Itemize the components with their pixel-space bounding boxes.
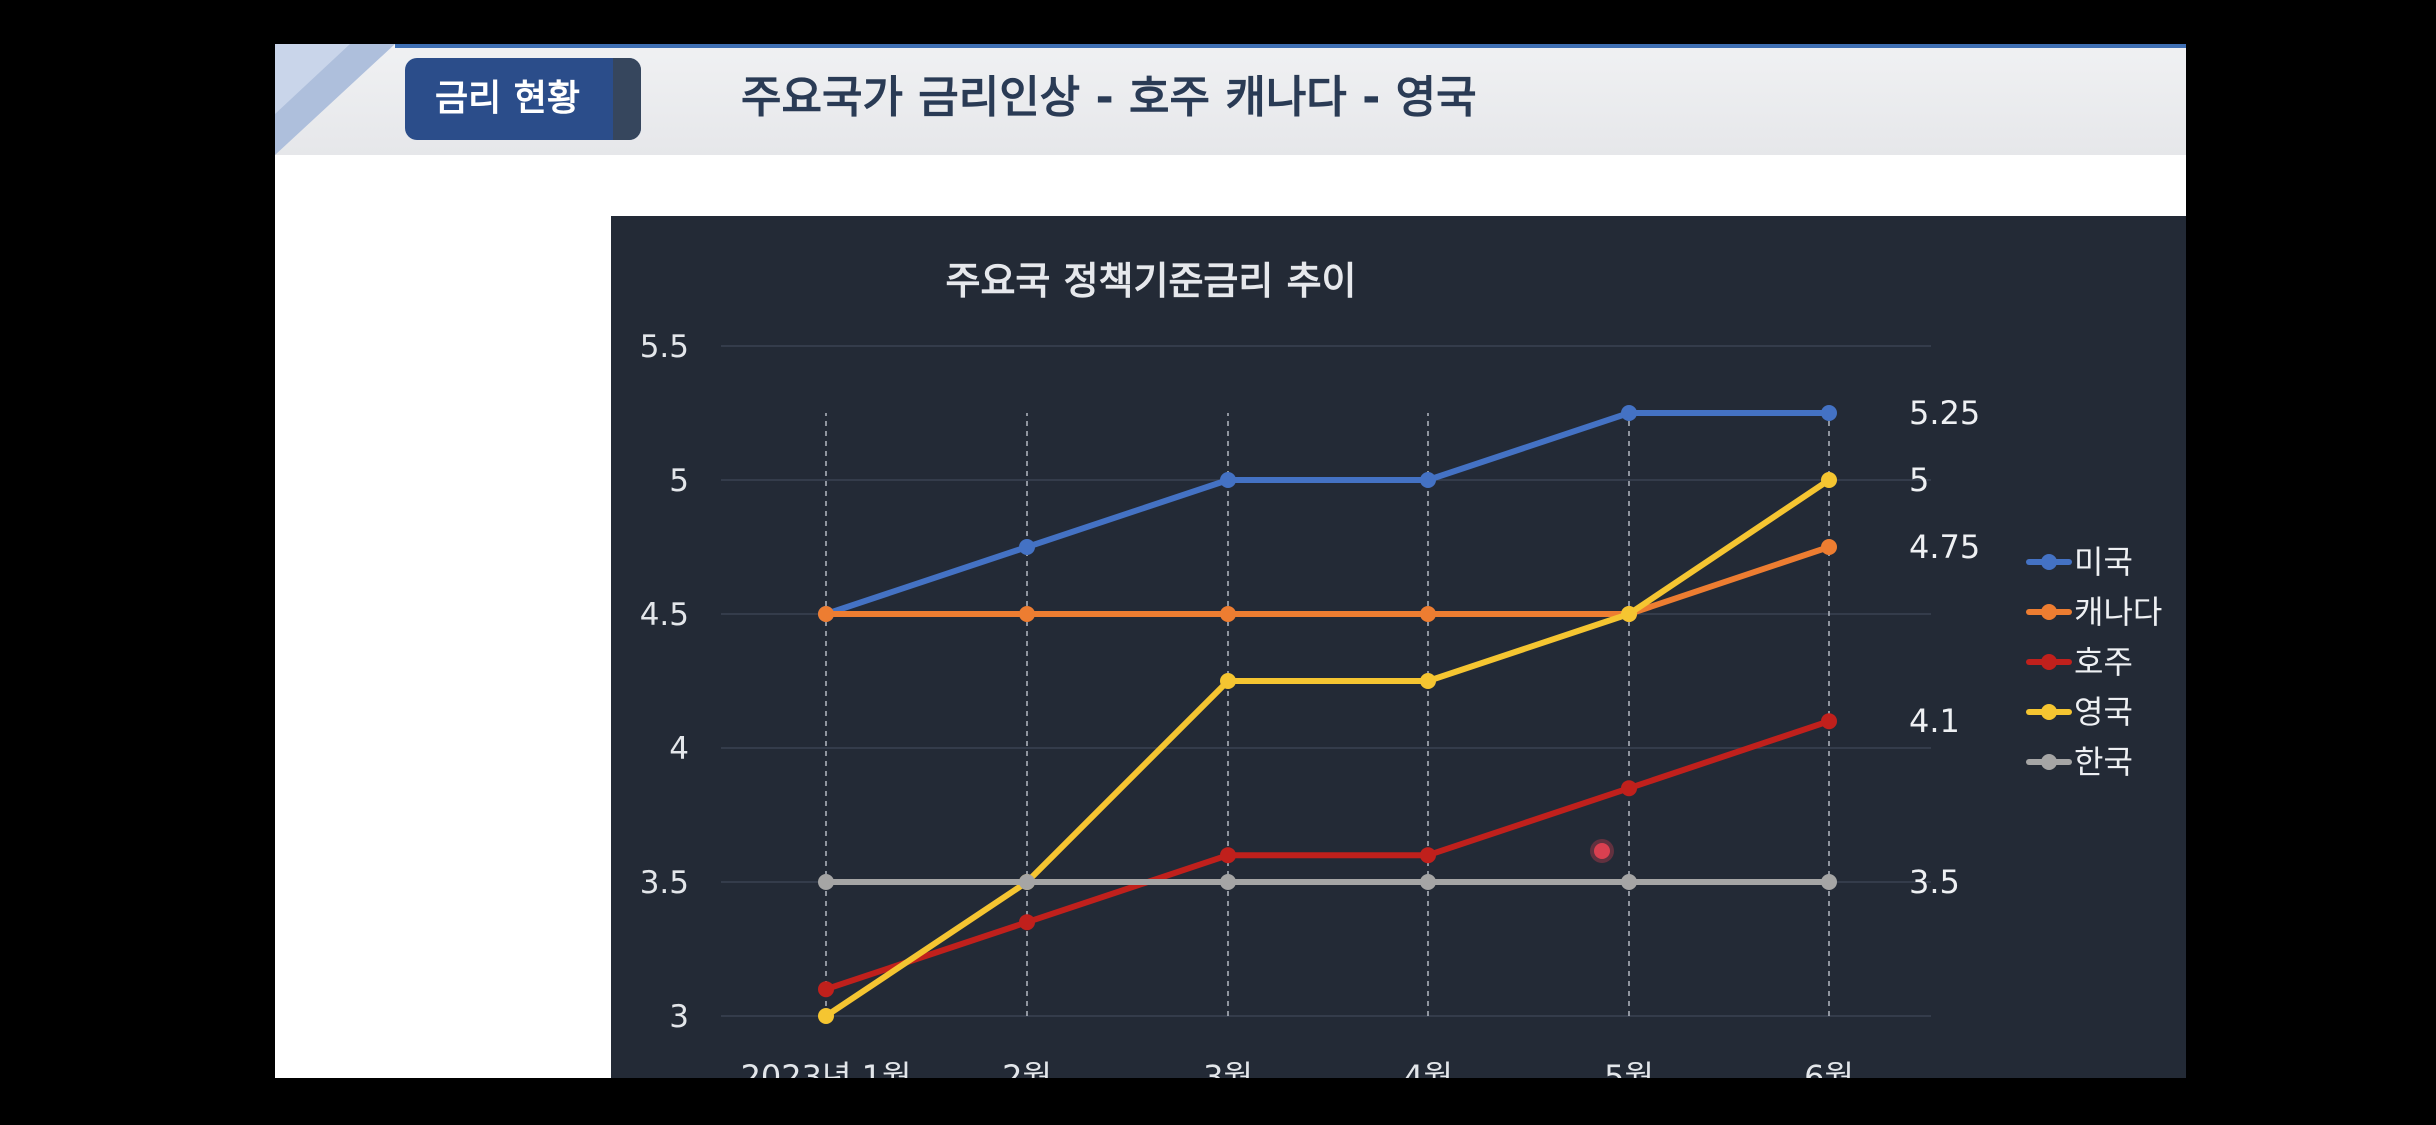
x-tick-label: 2월 [1002, 1058, 1052, 1078]
chart-panel: 주요국 정책기준금리 추이 3 3.5 4 4.5 5 5.5 2023년 1월 2월 3월 4월… [611, 216, 2186, 1078]
end-data-label: 5 [1909, 461, 1929, 499]
end-data-label: 3.5 [1909, 863, 1960, 901]
data-point [818, 981, 834, 998]
data-point [1420, 606, 1436, 622]
data-point [818, 606, 834, 622]
legend-swatch-marker [2041, 554, 2057, 570]
line-chart: 주요국 정책기준금리 추이 3 3.5 4 4.5 5 5.5 2023년 1월 2월 3월 4월… [640, 259, 2163, 1078]
data-point [1621, 606, 1637, 622]
legend-label: 영국 [2074, 693, 2133, 731]
series-line-3 [823, 477, 1832, 1019]
data-point [1019, 874, 1035, 890]
header-accent-line [395, 44, 2186, 48]
legend-swatch-marker [2041, 754, 2057, 770]
series-line-2 [823, 718, 1832, 993]
header-corner-decoration-inner [275, 44, 350, 114]
data-point [1220, 606, 1236, 622]
end-data-label: 4.1 [1909, 702, 1960, 740]
y-tick-label: 3 [669, 999, 689, 1035]
legend-label: 미국 [2074, 543, 2133, 581]
legend-swatch-marker [2041, 654, 2057, 670]
series-line-0 [823, 410, 1832, 617]
data-point [1621, 780, 1637, 797]
slide: 금리 현황 주요국가 금리인상 - 호주 캐나다 - 영국 주요국 정책기준금리… [275, 44, 2186, 1078]
data-point [1220, 847, 1236, 864]
section-tag: 금리 현황 [405, 58, 641, 140]
slide-header: 금리 현황 주요국가 금리인상 - 호주 캐나다 - 영국 [275, 44, 2186, 155]
data-point [1821, 874, 1837, 890]
data-point [1019, 606, 1035, 622]
legend-swatch-marker [2041, 604, 2057, 620]
x-tick-label: 5월 [1604, 1058, 1654, 1078]
data-point [1019, 539, 1035, 555]
data-point [1420, 472, 1436, 488]
data-point [1621, 405, 1637, 421]
section-tag-label: 금리 현황 [434, 78, 580, 119]
data-point [1821, 405, 1837, 421]
data-point [818, 874, 834, 890]
legend-label: 한국 [2074, 743, 2133, 781]
y-tick-label: 4.5 [640, 597, 689, 633]
data-point [1420, 673, 1436, 689]
data-point [1019, 914, 1035, 931]
data-point [1220, 874, 1236, 890]
end-data-label: 4.75 [1909, 528, 1980, 566]
data-point [1220, 472, 1236, 488]
data-point [1220, 673, 1236, 689]
mouse-pointer [1594, 843, 1610, 859]
y-tick-label: 5 [669, 463, 689, 499]
data-point [1821, 472, 1837, 488]
data-point [1821, 539, 1837, 555]
y-tick-label: 5.5 [640, 329, 689, 365]
legend-label: 캐나다 [2074, 593, 2162, 631]
legend-label: 호주 [2074, 643, 2133, 681]
x-tick-label: 2023년 1월 [741, 1058, 912, 1078]
data-point [1420, 874, 1436, 890]
page-title: 주요국가 금리인상 - 호주 캐나다 - 영국 [741, 72, 1477, 123]
section-tag-edge [613, 58, 641, 140]
chart-title: 주요국 정책기준금리 추이 [945, 259, 1356, 303]
data-point [1821, 713, 1837, 730]
end-data-label: 5.25 [1909, 394, 1980, 432]
data-point [1420, 847, 1436, 864]
x-tick-label: 4월 [1403, 1058, 1453, 1078]
x-tick-label: 3월 [1203, 1058, 1253, 1078]
y-tick-label: 3.5 [640, 865, 689, 901]
data-point [1621, 874, 1637, 890]
data-point [818, 1008, 834, 1024]
y-tick-label: 4 [669, 731, 689, 767]
series-line-1 [823, 544, 1832, 617]
legend-swatch-marker [2041, 704, 2057, 720]
x-tick-label: 6월 [1804, 1058, 1854, 1078]
